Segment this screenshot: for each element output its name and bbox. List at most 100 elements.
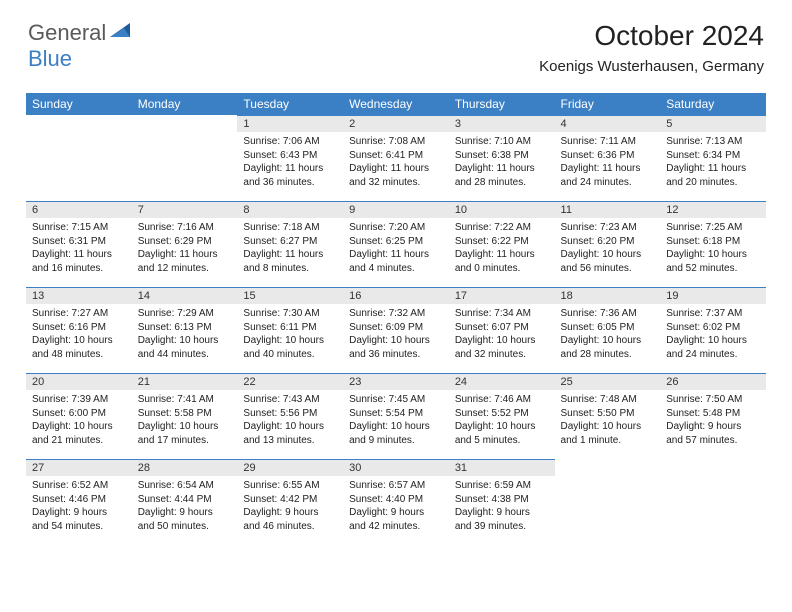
sunrise-line: Sunrise: 7:46 AM [455,393,549,407]
calendar-cell: 11Sunrise: 7:23 AMSunset: 6:20 PMDayligh… [555,201,661,287]
sunrise-line: Sunrise: 7:45 AM [349,393,443,407]
day-number: 28 [132,459,238,476]
day-number: 27 [26,459,132,476]
sunrise-line: Sunrise: 7:37 AM [666,307,760,321]
calendar-week-row: 27Sunrise: 6:52 AMSunset: 4:46 PMDayligh… [26,459,766,545]
calendar-cell: 10Sunrise: 7:22 AMSunset: 6:22 PMDayligh… [449,201,555,287]
day-number: 20 [26,373,132,390]
weekday-header: Wednesday [343,93,449,115]
calendar-cell: 15Sunrise: 7:30 AMSunset: 6:11 PMDayligh… [237,287,343,373]
sunset-line: Sunset: 6:18 PM [666,235,760,249]
sunrise-line: Sunrise: 7:13 AM [666,135,760,149]
daylight-line: Daylight: 10 hours and 5 minutes. [455,420,549,447]
day-content: Sunrise: 7:37 AMSunset: 6:02 PMDaylight:… [660,304,766,364]
calendar-cell: 14Sunrise: 7:29 AMSunset: 6:13 PMDayligh… [132,287,238,373]
day-content: Sunrise: 6:52 AMSunset: 4:46 PMDaylight:… [26,476,132,536]
sunset-line: Sunset: 6:43 PM [243,149,337,163]
day-content: Sunrise: 7:10 AMSunset: 6:38 PMDaylight:… [449,132,555,192]
day-number: 5 [660,115,766,132]
sunrise-line: Sunrise: 6:52 AM [32,479,126,493]
calendar-cell: 25Sunrise: 7:48 AMSunset: 5:50 PMDayligh… [555,373,661,459]
weekday-header-row: SundayMondayTuesdayWednesdayThursdayFrid… [26,93,766,115]
day-number: 31 [449,459,555,476]
day-number: 13 [26,287,132,304]
calendar-cell [660,459,766,545]
day-number: 2 [343,115,449,132]
daylight-line: Daylight: 9 hours and 54 minutes. [32,506,126,533]
day-number: 14 [132,287,238,304]
sunrise-line: Sunrise: 7:08 AM [349,135,443,149]
day-number: 15 [237,287,343,304]
day-number: 1 [237,115,343,132]
calendar-cell: 28Sunrise: 6:54 AMSunset: 4:44 PMDayligh… [132,459,238,545]
sunrise-line: Sunrise: 7:48 AM [561,393,655,407]
sunset-line: Sunset: 4:44 PM [138,493,232,507]
day-content: Sunrise: 7:29 AMSunset: 6:13 PMDaylight:… [132,304,238,364]
day-content: Sunrise: 7:08 AMSunset: 6:41 PMDaylight:… [343,132,449,192]
calendar-cell: 12 Sunrise: 7:25 AMSunset: 6:18 PMDayligh… [660,201,766,287]
sunset-line: Sunset: 5:48 PM [666,407,760,421]
day-number: 4 [555,115,661,132]
sunset-line: Sunset: 6:13 PM [138,321,232,335]
calendar-cell: 30Sunrise: 6:57 AMSunset: 4:40 PMDayligh… [343,459,449,545]
day-content: Sunrise: 7:13 AMSunset: 6:34 PMDaylight:… [660,132,766,192]
daylight-line: Daylight: 10 hours and 32 minutes. [455,334,549,361]
sunset-line: Sunset: 6:41 PM [349,149,443,163]
sunset-line: Sunset: 5:56 PM [243,407,337,421]
day-content: Sunrise: 7:15 AMSunset: 6:31 PMDaylight:… [26,218,132,278]
sunset-line: Sunset: 6:11 PM [243,321,337,335]
day-number: 16 [343,287,449,304]
sunrise-line: Sunrise: 7:18 AM [243,221,337,235]
daylight-line: Daylight: 10 hours and 1 minute. [561,420,655,447]
day-number: 8 [237,201,343,218]
calendar-cell: 31Sunrise: 6:59 AMSunset: 4:38 PMDayligh… [449,459,555,545]
daylight-line: Daylight: 10 hours and 52 minutes. [666,248,760,275]
daylight-line: Daylight: 9 hours and 46 minutes. [243,506,337,533]
calendar-cell: 7Sunrise: 7:16 AMSunset: 6:29 PMDaylight… [132,201,238,287]
day-number: 12 [660,201,766,218]
sunrise-line: Sunrise: 7:23 AM [561,221,655,235]
sunrise-line: Sunrise: 6:59 AM [455,479,549,493]
weekday-header: Sunday [26,93,132,115]
daylight-line: Daylight: 11 hours and 16 minutes. [32,248,126,275]
calendar-cell [132,115,238,201]
calendar-week-row: 6Sunrise: 7:15 AMSunset: 6:31 PMDaylight… [26,201,766,287]
sunset-line: Sunset: 5:52 PM [455,407,549,421]
daylight-line: Daylight: 10 hours and 17 minutes. [138,420,232,447]
day-number: 21 [132,373,238,390]
sunset-line: Sunset: 6:36 PM [561,149,655,163]
day-content: Sunrise: 6:59 AMSunset: 4:38 PMDaylight:… [449,476,555,536]
sunset-line: Sunset: 6:22 PM [455,235,549,249]
daylight-line: Daylight: 11 hours and 24 minutes. [561,162,655,189]
sunset-line: Sunset: 6:05 PM [561,321,655,335]
day-content: Sunrise: 7:48 AMSunset: 5:50 PMDaylight:… [555,390,661,450]
sunset-line: Sunset: 6:34 PM [666,149,760,163]
calendar-cell: 17Sunrise: 7:34 AMSunset: 6:07 PMDayligh… [449,287,555,373]
day-content: Sunrise: 6:54 AMSunset: 4:44 PMDaylight:… [132,476,238,536]
day-content: Sunrise: 7:36 AMSunset: 6:05 PMDaylight:… [555,304,661,364]
sunset-line: Sunset: 6:16 PM [32,321,126,335]
calendar-cell: 27Sunrise: 6:52 AMSunset: 4:46 PMDayligh… [26,459,132,545]
sunrise-line: Sunrise: 7:25 AM [666,221,760,235]
calendar-week-row: 13Sunrise: 7:27 AMSunset: 6:16 PMDayligh… [26,287,766,373]
calendar-cell: 19Sunrise: 7:37 AMSunset: 6:02 PMDayligh… [660,287,766,373]
calendar-week-row: 1Sunrise: 7:06 AMSunset: 6:43 PMDaylight… [26,115,766,201]
sunrise-line: Sunrise: 6:57 AM [349,479,443,493]
daylight-line: Daylight: 11 hours and 12 minutes. [138,248,232,275]
sunrise-line: Sunrise: 7:27 AM [32,307,126,321]
day-number: 23 [343,373,449,390]
sunrise-line: Sunrise: 7:29 AM [138,307,232,321]
day-number: 3 [449,115,555,132]
daylight-line: Daylight: 10 hours and 28 minutes. [561,334,655,361]
calendar-cell: 9Sunrise: 7:20 AMSunset: 6:25 PMDaylight… [343,201,449,287]
sunrise-line: Sunrise: 7:10 AM [455,135,549,149]
sunrise-line: Sunrise: 6:55 AM [243,479,337,493]
sunrise-line: Sunrise: 7:16 AM [138,221,232,235]
daylight-line: Daylight: 10 hours and 21 minutes. [32,420,126,447]
daylight-line: Daylight: 9 hours and 57 minutes. [666,420,760,447]
day-content: Sunrise: 7:27 AMSunset: 6:16 PMDaylight:… [26,304,132,364]
sunrise-line: Sunrise: 7:15 AM [32,221,126,235]
day-content: Sunrise: 7:39 AMSunset: 6:00 PMDaylight:… [26,390,132,450]
header: General October 2024 Koenigs Wusterhause… [0,0,792,83]
day-number: 9 [343,201,449,218]
